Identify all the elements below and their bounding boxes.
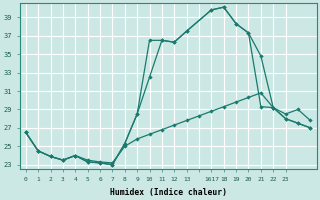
X-axis label: Humidex (Indice chaleur): Humidex (Indice chaleur): [109, 188, 227, 197]
